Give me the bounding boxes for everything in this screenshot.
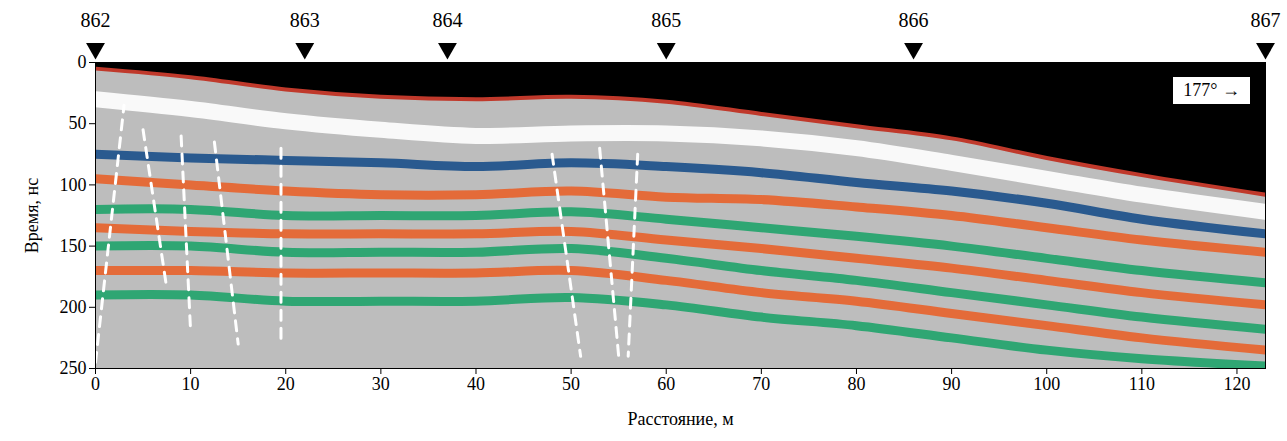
svg-text:50: 50 bbox=[69, 113, 87, 133]
svg-text:150: 150 bbox=[60, 236, 87, 256]
svg-text:20: 20 bbox=[277, 374, 295, 394]
svg-text:50: 50 bbox=[562, 374, 580, 394]
svg-text:100: 100 bbox=[60, 175, 87, 195]
svg-text:Расстояние, м: Расстояние, м bbox=[627, 409, 733, 429]
html-text:177° →: 177° → bbox=[1183, 80, 1240, 100]
svg-text:200: 200 bbox=[60, 297, 87, 317]
svg-text:862: 862 bbox=[81, 9, 111, 31]
svg-text:90: 90 bbox=[943, 374, 961, 394]
svg-text:30: 30 bbox=[372, 374, 390, 394]
svg-text:80: 80 bbox=[847, 374, 865, 394]
svg-text:100: 100 bbox=[1033, 374, 1060, 394]
svg-text:120: 120 bbox=[1223, 374, 1250, 394]
svg-text:Время, нс: Время, нс bbox=[22, 178, 42, 253]
svg-text:60: 60 bbox=[657, 374, 675, 394]
svg-text:865: 865 bbox=[651, 9, 681, 31]
svg-text:866: 866 bbox=[899, 9, 929, 31]
svg-text:867: 867 bbox=[1251, 9, 1281, 31]
svg-text:0: 0 bbox=[78, 52, 87, 72]
svg-text:250: 250 bbox=[60, 358, 87, 378]
svg-text:70: 70 bbox=[752, 374, 770, 394]
svg-text:0: 0 bbox=[91, 374, 100, 394]
svg-text:110: 110 bbox=[1129, 374, 1155, 394]
svg-text:40: 40 bbox=[467, 374, 485, 394]
svg-text:863: 863 bbox=[290, 9, 320, 31]
svg-text:10: 10 bbox=[182, 374, 200, 394]
svg-text:864: 864 bbox=[432, 9, 462, 31]
